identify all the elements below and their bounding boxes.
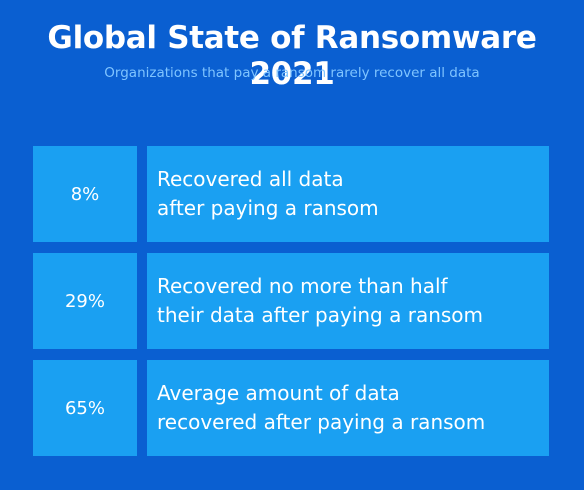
stat-description: Recovered no more than half their data a… — [147, 253, 549, 349]
stat-row: 8% Recovered all data after paying a ran… — [33, 146, 549, 242]
stat-description-line: Recovered no more than half — [157, 274, 448, 298]
stat-value: 65% — [33, 360, 137, 456]
page-subtitle: Organizations that pay a ransom rarely r… — [104, 65, 480, 81]
stat-description-line: their data after paying a ransom — [157, 303, 484, 327]
stat-description-line: Recovered all data — [157, 167, 344, 191]
stat-description-line: Average amount of data — [157, 381, 400, 405]
stat-description-line: after paying a ransom — [157, 196, 379, 220]
stat-value: 29% — [33, 253, 137, 349]
stat-table: 8% Recovered all data after paying a ran… — [33, 146, 549, 456]
stat-description: Average amount of data recovered after p… — [147, 360, 549, 456]
stat-row: 29% Recovered no more than half their da… — [33, 253, 549, 349]
stat-description: Recovered all data after paying a ransom — [147, 146, 549, 242]
stat-row: 65% Average amount of data recovered aft… — [33, 360, 549, 456]
stat-description-line: recovered after paying a ransom — [157, 410, 486, 434]
page-title: Global State of Ransomware 2021 — [47, 20, 537, 92]
stat-value: 8% — [33, 146, 137, 242]
